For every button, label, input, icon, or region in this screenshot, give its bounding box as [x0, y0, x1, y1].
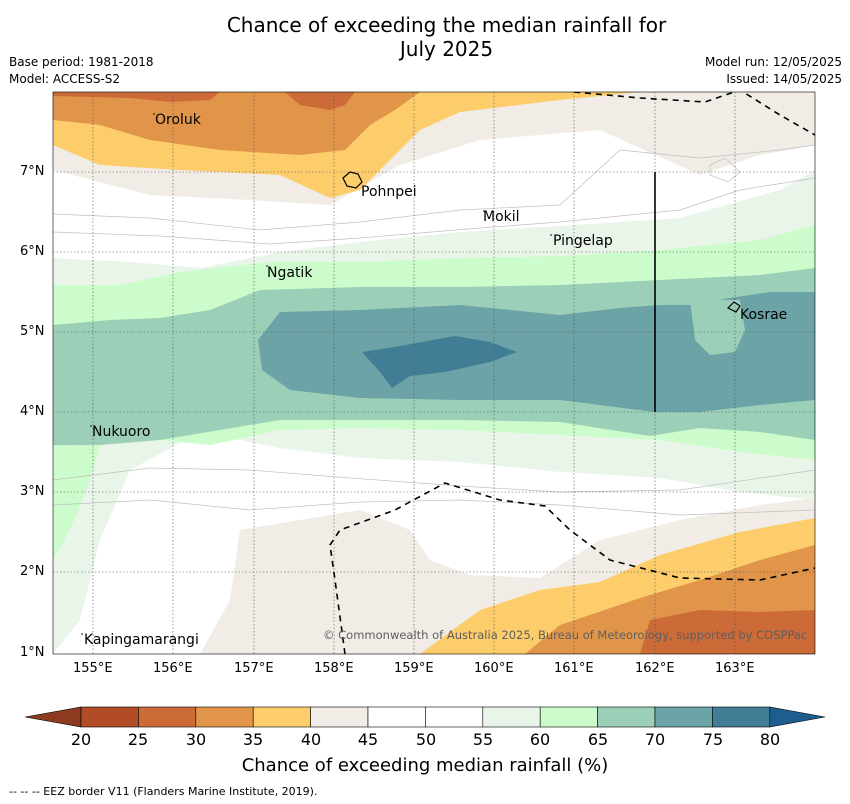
colorbar-segment: [654, 706, 713, 728]
lon-label: 162°E: [635, 661, 675, 676]
colorbar: [24, 706, 826, 728]
colorbar-segment: [80, 706, 139, 728]
colorbar-segment: [712, 706, 771, 728]
contour-lines: [53, 144, 815, 516]
label-ngatik: Ngatik: [267, 265, 313, 281]
colorbar-tick: 30: [185, 730, 207, 749]
lon-label: 160°E: [474, 661, 514, 676]
model-name: Model: ACCESS-S2: [9, 72, 121, 86]
ngatik-dot: [266, 265, 268, 267]
lat-label: 5°N: [20, 324, 45, 339]
label-nukuoro: Nukuoro: [92, 424, 151, 440]
lat-label: 7°N: [20, 164, 45, 179]
lat-label: 1°N: [20, 645, 45, 660]
pingelap-dot: [550, 234, 552, 236]
band-25-north-2: [285, 92, 355, 110]
colorbar-tick: 60: [529, 730, 551, 749]
base-period: Base period: 1981-2018: [9, 55, 154, 69]
colorbar-under-arrow: [24, 706, 82, 728]
colorbar-tick: 65: [587, 730, 609, 749]
colorbar-segment: [310, 706, 369, 728]
oroluk-dot: [153, 113, 155, 115]
lon-label: 158°E: [314, 661, 354, 676]
label-pohnpei: Pohnpei: [361, 184, 417, 200]
lat-label: 6°N: [20, 244, 45, 259]
band-65-kosrae: [690, 300, 745, 355]
colorbar-segment: [252, 706, 311, 728]
issued-date: Issued: 14/05/2025: [726, 72, 842, 86]
map-title: Chance of exceeding the median rainfall …: [0, 13, 850, 61]
colorbar-tick: 35: [242, 730, 264, 749]
label-pingelap: Pingelap: [553, 233, 613, 249]
pohnpei-island: [342, 171, 363, 189]
title-line-2: July 2025: [399, 37, 494, 61]
colorbar-segment: [425, 706, 484, 728]
label-kapingamarangi: Kapingamarangi: [84, 632, 199, 648]
colorbar-tick: 55: [472, 730, 494, 749]
map-frame: [52, 91, 816, 655]
lon-label: 156°E: [153, 661, 193, 676]
band-75: [362, 336, 517, 388]
colorbar-tick: 20: [70, 730, 92, 749]
label-mokil: Mokil: [483, 209, 520, 225]
colorbar-tick: 70: [644, 730, 666, 749]
copyright-notice: © Commonwealth of Australia 2025, Bureau…: [323, 628, 808, 642]
contour-fill: [53, 92, 815, 654]
band-25-north: [53, 92, 220, 102]
colorbar-tick: 50: [415, 730, 437, 749]
lon-label: 163°E: [715, 661, 755, 676]
lat-label: 4°N: [20, 404, 45, 419]
kosrae-island: [726, 301, 741, 313]
colorbar-tick: 75: [702, 730, 724, 749]
nukuoro-dot: [90, 425, 92, 427]
meta-right: Model run: 12/05/2025 Issued: 14/05/2025: [705, 54, 842, 88]
colorbar-segment: [367, 706, 426, 728]
lon-label: 159°E: [394, 661, 434, 676]
lon-label: 161°E: [554, 661, 594, 676]
colorbar-title: Chance of exceeding median rainfall (%): [241, 755, 609, 776]
label-kosrae: Kosrae: [740, 307, 788, 323]
lon-label: 157°E: [234, 661, 274, 676]
lat-label: 3°N: [20, 484, 45, 499]
colorbar-segment: [539, 706, 598, 728]
colorbar-tick: 25: [127, 730, 149, 749]
colorbar-over-arrow: [769, 706, 826, 728]
graticule: [53, 92, 815, 654]
colorbar-segment: [482, 706, 541, 728]
model-run: Model run: 12/05/2025: [704, 55, 842, 69]
eez-footnote: -- -- -- EEZ border V11 (Flanders Marine…: [9, 785, 318, 798]
colorbar-tick: 40: [300, 730, 322, 749]
eez-border: [329, 92, 815, 654]
lon-label: 155°E: [73, 661, 113, 676]
mokil-dot: [483, 210, 485, 212]
colorbar-segment: [138, 706, 197, 728]
colorbar-segment: [597, 706, 656, 728]
meta-left: Base period: 1981-2018 Model: ACCESS-S2: [9, 54, 154, 88]
band-60-sw: [53, 445, 100, 560]
label-oroluk: Oroluk: [155, 112, 201, 128]
colorbar-segment: [195, 706, 254, 728]
lat-label: 2°N: [20, 564, 45, 579]
colorbar-tick: 45: [357, 730, 379, 749]
title-line-1: Chance of exceeding the median rainfall …: [226, 13, 667, 37]
kapingamarangi-dot: [81, 633, 83, 635]
band-25-south: [640, 610, 815, 654]
colorbar-tick: 80: [759, 730, 781, 749]
